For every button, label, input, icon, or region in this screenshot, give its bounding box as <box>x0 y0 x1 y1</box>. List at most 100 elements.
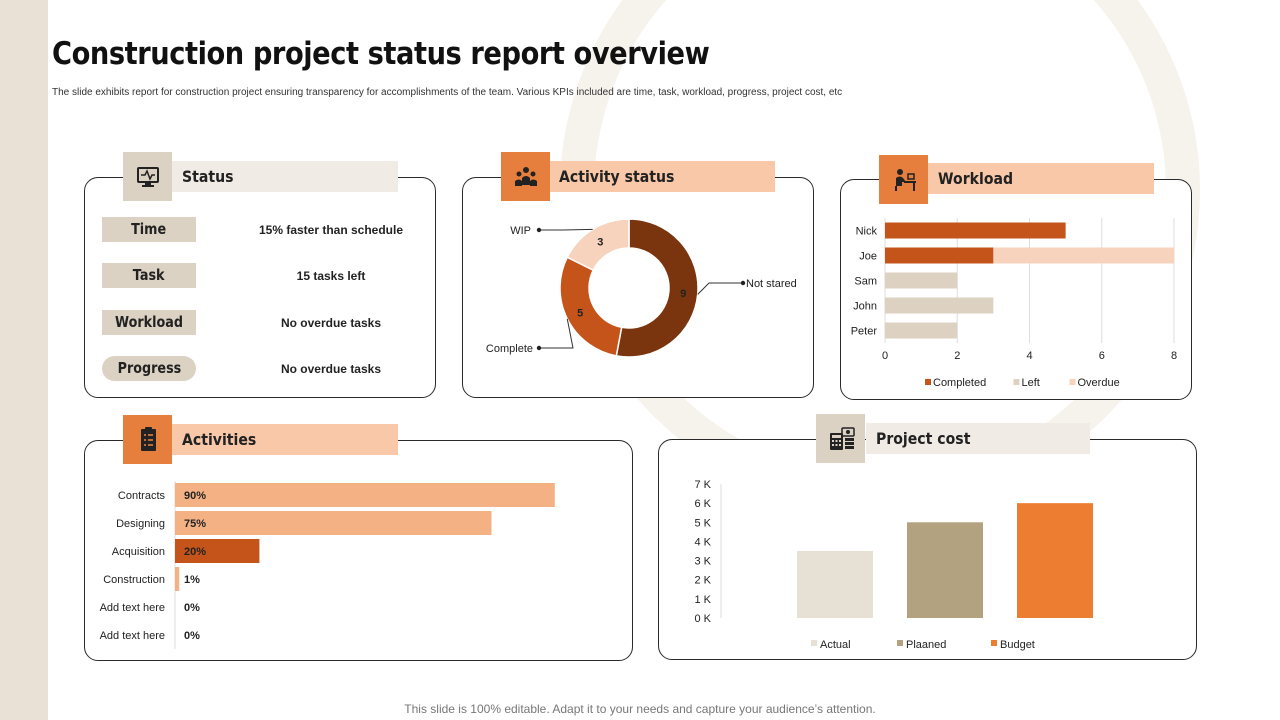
donut-value-label: 3 <box>597 237 603 249</box>
project-cost-chart: 0 K 1 K 2 K 3 K 4 K 5 K 6 K 7 K Actual Plaaned Bud… <box>694 479 1093 651</box>
cost-tick-label: 5 K <box>694 517 711 529</box>
activities-category-label: Acquisition <box>112 546 165 558</box>
workload-legend-label: Left <box>1022 377 1040 389</box>
status-value-task: 15 tasks left <box>296 269 366 283</box>
project-cost-heading: Project cost <box>866 423 1090 454</box>
workload-category-label: John <box>853 301 877 313</box>
workload-heading: Workload <box>928 163 1154 194</box>
donut-leader-line <box>539 318 574 349</box>
workload-category-label: Sam <box>854 276 877 288</box>
workload-legend-label: Completed <box>933 377 986 389</box>
workload-category-label: Peter <box>851 326 878 338</box>
status-label-time: Time <box>102 217 196 242</box>
cost-legend-label: Plaaned <box>906 639 946 651</box>
footer-note: This slide is 100% editable. Adapt it to… <box>404 702 876 716</box>
status-value-progress: No overdue tasks <box>280 362 382 376</box>
checklist-icon <box>123 415 172 464</box>
status-label-task: Task <box>102 263 196 288</box>
donut-slice-wip <box>566 218 630 272</box>
donut-leader-dot <box>740 280 746 286</box>
status-panel: Time 15% faster than schedule Task 15 ta… <box>84 177 436 398</box>
cost-bar-actual <box>797 551 873 618</box>
workload-bar-left <box>885 322 958 339</box>
cost-tick-label: 3 K <box>694 556 711 568</box>
workload-category-label: Nick <box>856 226 878 238</box>
donut-category-label: WIP <box>510 225 531 237</box>
activities-chart: Contracts 90% Designing 75% Acquisition 20% Co… <box>100 481 555 649</box>
status-value-workload: No overdue tasks <box>280 316 382 330</box>
activity-status-chart: 9 Not stared 5 Complete 3 WIP <box>486 218 797 358</box>
calculator-money-icon <box>816 414 865 463</box>
workload-tick-label: 8 <box>1171 350 1177 362</box>
donut-leader-dot <box>536 227 542 233</box>
activities-value-label: 0% <box>184 602 200 614</box>
workload-tick-label: 4 <box>1026 350 1032 362</box>
side-strip <box>0 0 48 720</box>
cost-legend-label: Budget <box>1000 639 1035 651</box>
donut-category-label: Complete <box>486 343 533 355</box>
activities-category-label: Add text here <box>100 602 165 614</box>
donut-category-label: Not stared <box>746 278 797 290</box>
cost-tick-label: 0 K <box>694 613 711 625</box>
cost-bar-budget <box>1017 503 1093 618</box>
workload-legend-swatch <box>925 379 931 385</box>
activities-category-label: Contracts <box>118 490 166 502</box>
activities-bar-acquisition <box>175 539 260 563</box>
cost-legend-label: Actual <box>820 639 851 651</box>
cost-legend-swatch <box>991 640 997 646</box>
page-title: Construction project status report overv… <box>52 36 710 72</box>
activities-bar-designing <box>175 511 492 535</box>
activities-category-label: Add text here <box>100 630 165 642</box>
workload-legend-swatch <box>1069 379 1076 385</box>
activity-status-heading: Activity status <box>549 161 775 192</box>
workload-tick-label: 2 <box>954 350 960 362</box>
activities-value-label: 0% <box>184 630 200 642</box>
activities-bar-construction <box>175 567 180 591</box>
workload-bar-left <box>885 272 958 289</box>
donut-value-label: 9 <box>680 288 686 300</box>
cost-tick-label: 4 K <box>694 536 711 548</box>
worker-desk-icon <box>879 155 928 204</box>
donut-leader-line <box>539 228 593 231</box>
workload-tick-label: 6 <box>1099 350 1105 362</box>
workload-category-label: Joe <box>859 251 877 263</box>
status-heading: Status <box>172 161 398 192</box>
cost-tick-label: 1 K <box>694 594 711 606</box>
workload-chart: 0 2 4 6 8 Nick Joe Sam John Peter Completed Left Ove… <box>851 218 1177 389</box>
activities-value-label: 90% <box>184 490 206 502</box>
cost-legend-swatch <box>811 640 817 646</box>
workload-bar-left <box>885 297 994 314</box>
workload-bar-overdue <box>993 247 1174 264</box>
workload-bar-completed <box>885 247 994 264</box>
status-label-workload: Workload <box>102 310 196 335</box>
page-subtitle: The slide exhibits report for constructi… <box>52 87 843 98</box>
donut-slice-not-stared <box>615 218 699 358</box>
cost-legend-swatch <box>897 640 903 646</box>
activities-category-label: Designing <box>116 518 165 530</box>
monitor-icon <box>123 152 172 201</box>
activities-value-label: 75% <box>184 518 206 530</box>
workload-bar-completed <box>885 222 1066 239</box>
activity-status-panel: 9 Not stared 5 Complete 3 WIP <box>462 177 814 398</box>
activities-value-label: 20% <box>184 546 206 558</box>
donut-value-label: 5 <box>577 307 583 319</box>
cost-tick-label: 2 K <box>694 575 711 587</box>
activities-bar-contracts <box>175 483 555 507</box>
donut-slice-complete <box>559 256 623 357</box>
project-cost-panel: 0 K 1 K 2 K 3 K 4 K 5 K 6 K 7 K Actual Plaaned Bud… <box>658 439 1197 660</box>
workload-legend-label: Overdue <box>1078 377 1120 389</box>
cost-bar-plaaned <box>907 522 983 618</box>
activities-heading: Activities <box>172 424 398 455</box>
status-label-progress: Progress <box>102 356 196 381</box>
cost-tick-label: 7 K <box>694 479 711 491</box>
workload-legend-swatch <box>1013 379 1020 385</box>
activities-panel: Contracts 90% Designing 75% Acquisition 20% Co… <box>84 440 633 661</box>
donut-leader-line <box>697 282 743 295</box>
cost-tick-label: 6 K <box>694 498 711 510</box>
workload-tick-label: 0 <box>882 350 888 362</box>
status-value-time: 15% faster than schedule <box>258 223 404 237</box>
activities-category-label: Construction <box>103 574 165 586</box>
workload-panel: 0 2 4 6 8 Nick Joe Sam John Peter Completed Left Ove… <box>840 179 1192 400</box>
team-icon <box>501 152 550 201</box>
donut-leader-dot <box>536 345 542 351</box>
